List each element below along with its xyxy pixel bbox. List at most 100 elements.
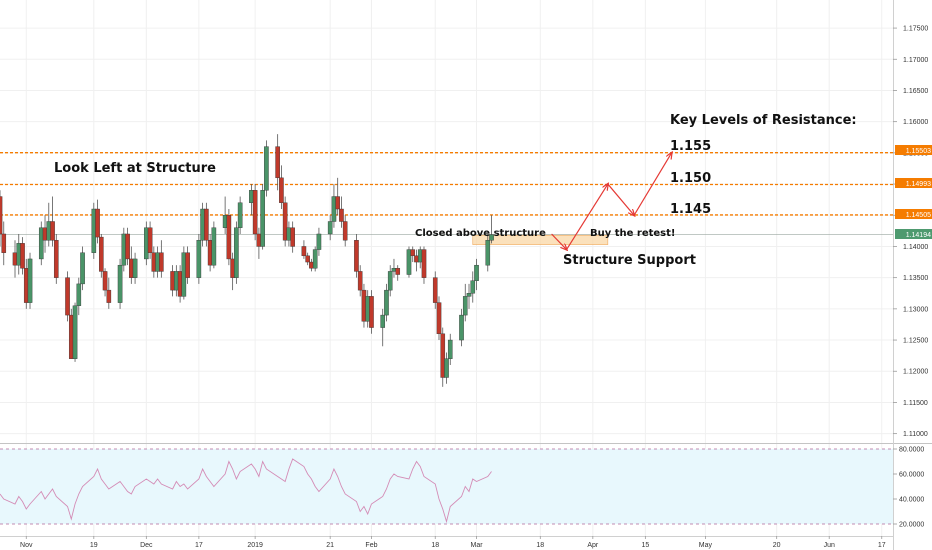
candlestick-series xyxy=(0,134,494,387)
price-tick-label: 1.17500 xyxy=(903,26,928,33)
candle-down xyxy=(395,268,401,275)
rsi-tick-label: 40.0000 xyxy=(899,497,924,504)
time-tick-label: 18 xyxy=(431,542,439,549)
annotation-level-1145: 1.145 xyxy=(670,202,711,217)
candle-down xyxy=(432,277,438,303)
price-tick-label: 1.12000 xyxy=(903,369,928,376)
price-tick-label: 1.16500 xyxy=(903,88,928,95)
candle-down xyxy=(226,215,232,260)
annotation-level-1150: 1.150 xyxy=(670,171,711,186)
candle-down xyxy=(354,240,359,272)
rsi-tick-label: 80.0000 xyxy=(899,447,924,454)
candle-up xyxy=(384,289,389,316)
candle-up xyxy=(237,202,243,228)
candle-down xyxy=(204,208,209,241)
candle-down xyxy=(252,190,258,235)
annotation-level-1155: 1.155 xyxy=(670,139,711,154)
candle-up xyxy=(312,249,318,269)
candle-down xyxy=(99,236,104,272)
annotation-look-left: Look Left at Structure xyxy=(54,161,216,176)
candle-up xyxy=(234,227,239,278)
rsi-band xyxy=(0,449,893,524)
candle-down xyxy=(305,255,310,263)
candle-up xyxy=(196,240,202,278)
rsi-tick-label: 20.0000 xyxy=(899,522,924,529)
price-badge-bg xyxy=(895,229,932,239)
time-tick-label: 18 xyxy=(536,542,544,549)
price-badge-text: 1.14505 xyxy=(906,212,931,219)
time-tick-label: Mar xyxy=(470,542,483,549)
annotation-buy-retest: Buy the retest! xyxy=(590,228,675,239)
price-badge-text: 1.15503 xyxy=(906,148,931,155)
rsi-axis: 80.0000 60.0000 40.0000 20.0000 xyxy=(893,447,924,529)
price-tick-label: 1.11000 xyxy=(903,431,928,438)
time-tick-label: 19 xyxy=(90,542,98,549)
projection-arrows xyxy=(551,153,672,250)
candle-up xyxy=(80,252,85,285)
candle-up xyxy=(485,240,491,266)
candle-down xyxy=(301,246,307,257)
candle-up xyxy=(260,190,265,247)
price-tick-label: 1.11500 xyxy=(903,400,928,407)
price-badge-1145: 1.14505 xyxy=(895,209,932,219)
time-tick-label: 17 xyxy=(195,542,203,549)
candle-up xyxy=(447,339,453,359)
price-tick-label: 1.12500 xyxy=(903,338,928,345)
time-tick-label: May xyxy=(699,542,713,549)
candle-up xyxy=(474,264,479,281)
candle-down xyxy=(440,333,446,378)
time-tick-label: Dec xyxy=(140,542,153,549)
candle-down xyxy=(290,227,295,247)
candle-up xyxy=(489,234,494,241)
candle-down xyxy=(421,249,427,278)
candle-up xyxy=(462,296,468,316)
support-zone[interactable] xyxy=(472,234,609,245)
candle-down xyxy=(335,196,340,210)
price-tick-label: 1.13500 xyxy=(903,275,928,282)
time-tick-label: 21 xyxy=(326,542,334,549)
candle-up xyxy=(466,293,472,297)
projection-arrow xyxy=(633,153,672,216)
candle-up xyxy=(406,249,412,275)
candle-down xyxy=(65,277,70,316)
price-badge-bg xyxy=(895,178,932,188)
price-badge-text: 1.14993 xyxy=(906,181,931,188)
time-tick-label: 20 xyxy=(773,542,781,549)
resistance-levels xyxy=(0,152,893,216)
candle-down xyxy=(1,233,7,253)
projection-arrow xyxy=(551,233,567,250)
candle-down xyxy=(279,177,284,203)
annotation-structure-support: Structure Support xyxy=(563,253,696,268)
candle-down xyxy=(95,208,100,238)
time-tick-label: 2019 xyxy=(247,542,263,549)
candle-down xyxy=(102,271,108,291)
candle-down xyxy=(147,227,153,253)
price-badge-bg xyxy=(895,145,932,155)
candle-down xyxy=(342,221,348,241)
price-badge-text: 1.14194 xyxy=(906,232,931,239)
price-badge-1150: 1.14993 xyxy=(895,178,932,188)
price-badge-1155: 1.15503 xyxy=(895,145,932,155)
time-tick-label: 15 xyxy=(641,542,649,549)
candle-down xyxy=(159,252,164,272)
candle-down xyxy=(369,296,374,328)
candle-down xyxy=(0,196,3,235)
candle-down xyxy=(357,271,363,291)
candle-down xyxy=(53,240,59,278)
candle-up xyxy=(72,305,78,359)
time-tick-label: Jun xyxy=(824,542,835,549)
projection-arrow xyxy=(566,184,608,250)
rsi-tick-label: 60.0000 xyxy=(899,472,924,479)
candle-up xyxy=(470,280,476,294)
candle-up xyxy=(38,227,44,260)
candle-down xyxy=(50,221,55,241)
candle-down xyxy=(282,202,288,241)
candle-up xyxy=(27,258,33,303)
projection-arrow xyxy=(607,183,634,215)
time-tick-label: Nov xyxy=(20,542,33,549)
candle-down xyxy=(106,289,112,303)
vertical-grid xyxy=(25,0,883,536)
candle-down xyxy=(20,243,25,269)
price-tick-label: 1.17000 xyxy=(903,57,928,64)
